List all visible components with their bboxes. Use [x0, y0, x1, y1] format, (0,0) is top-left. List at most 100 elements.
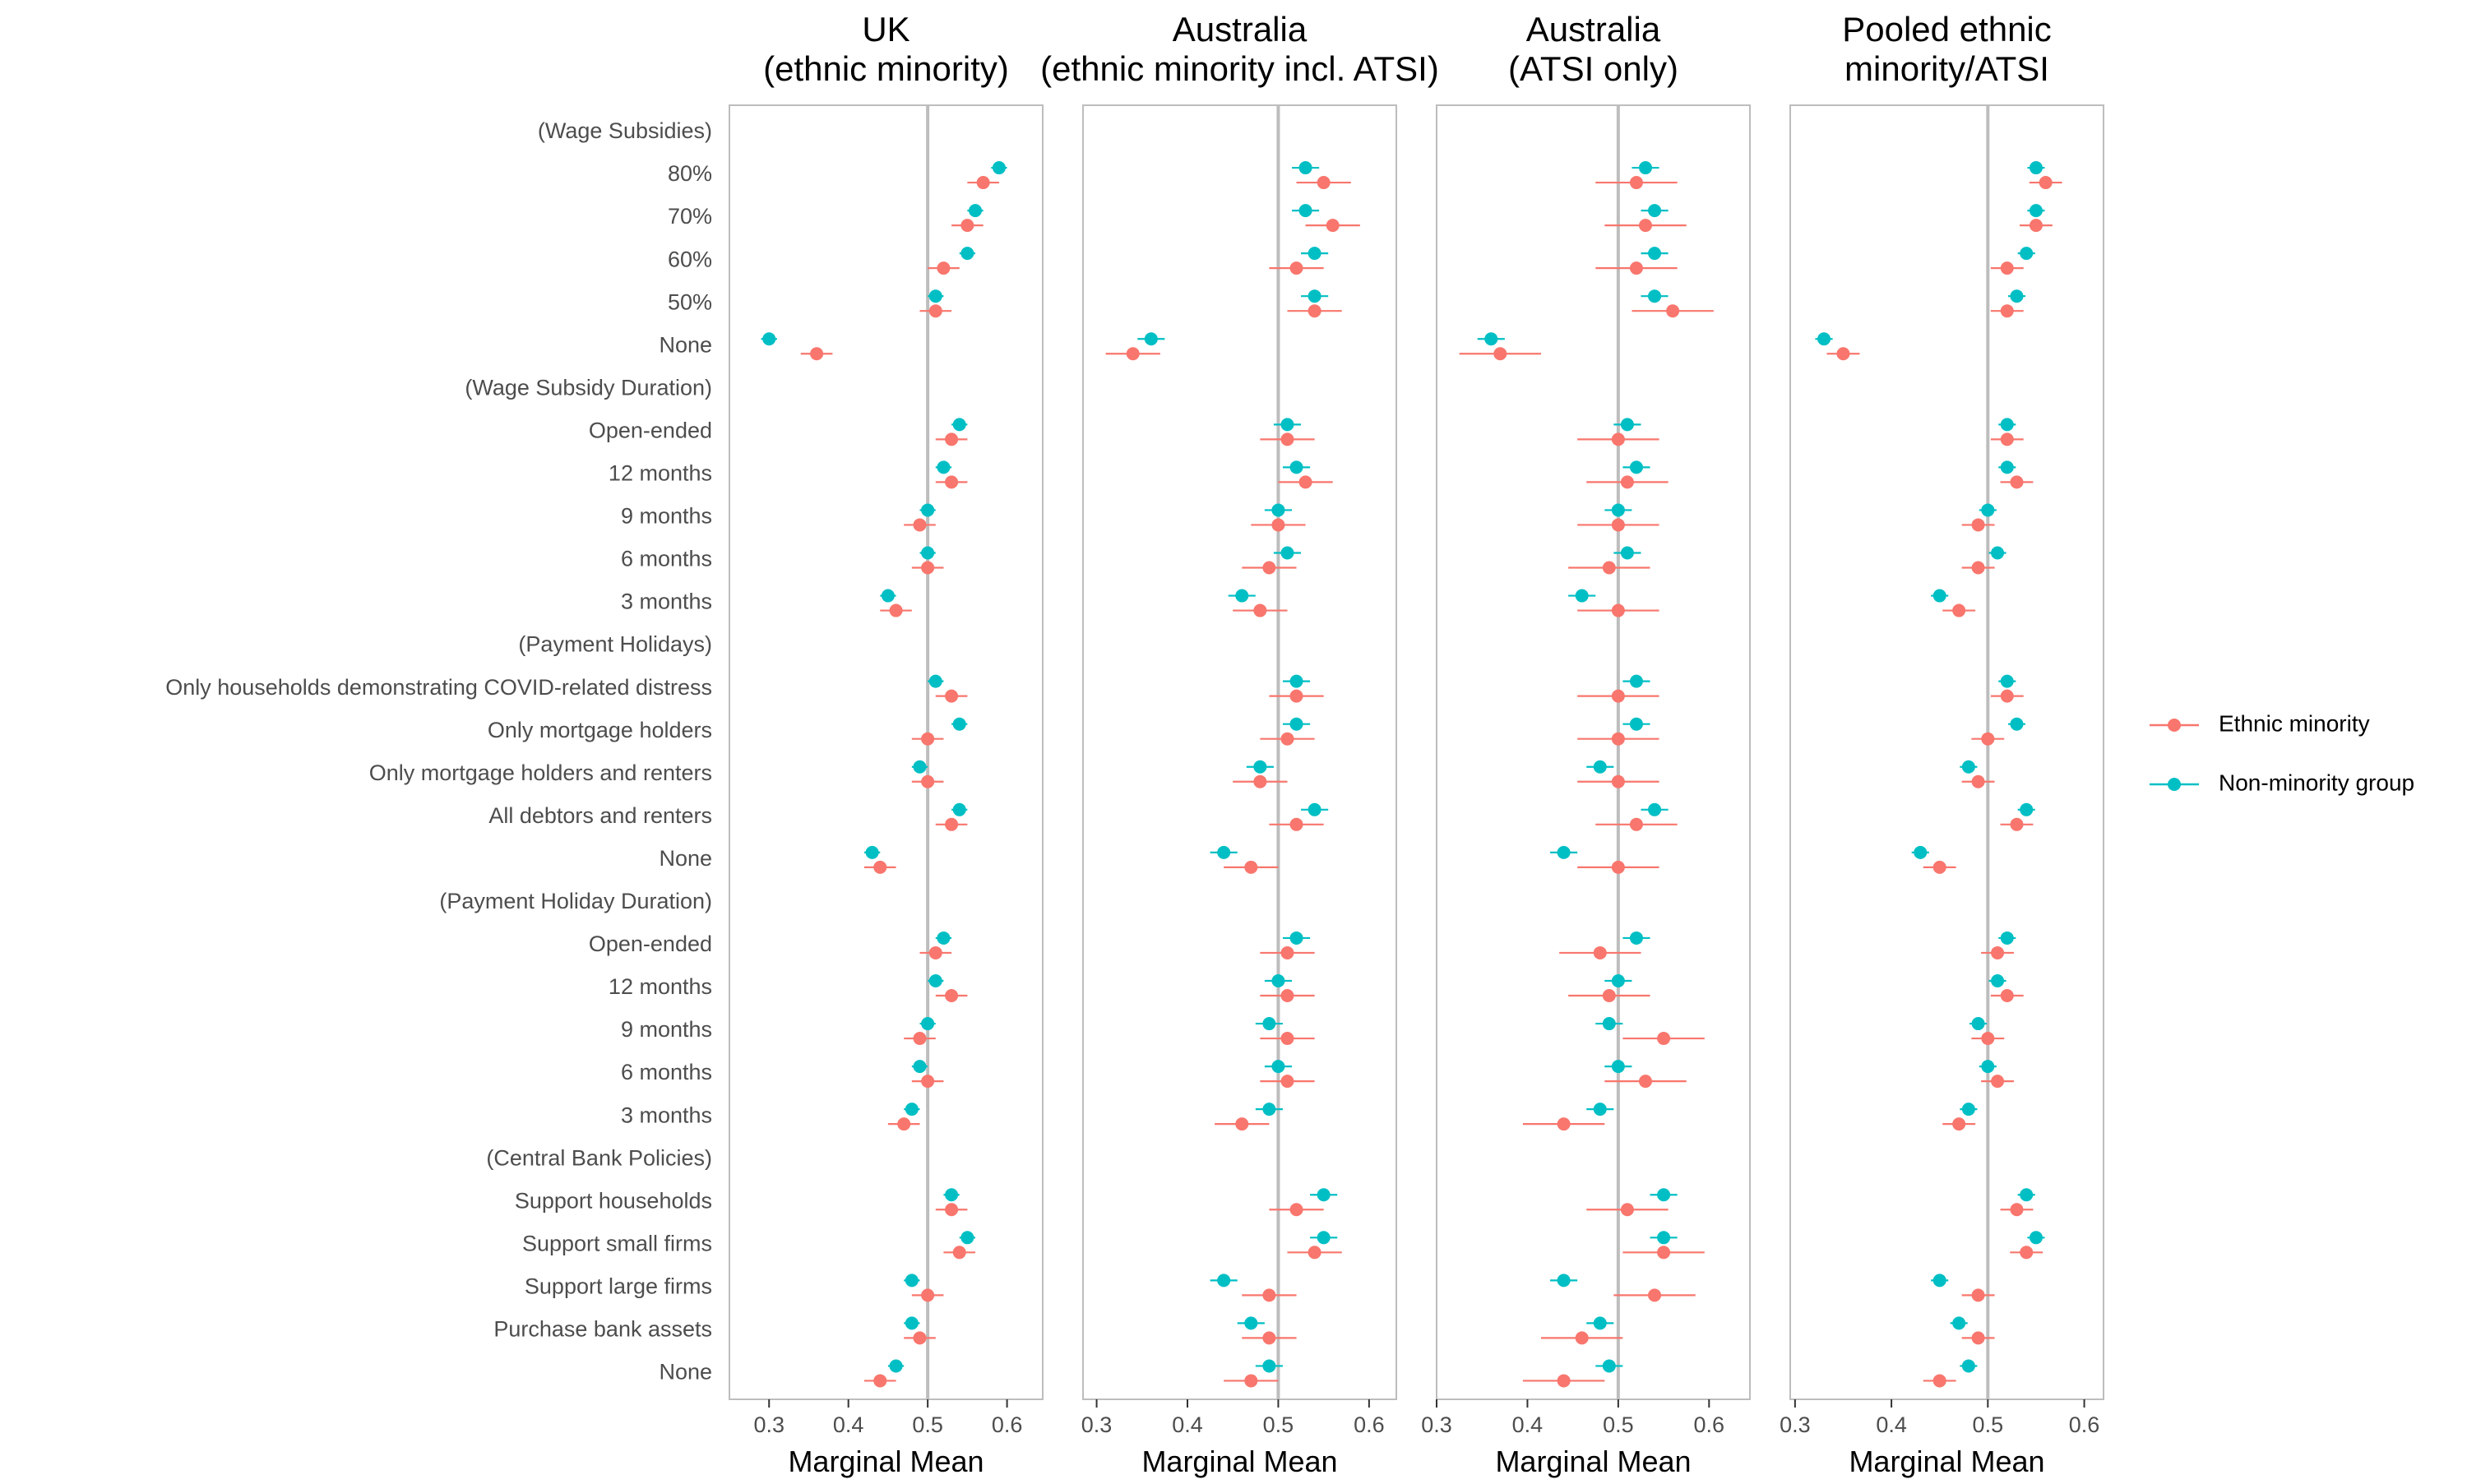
legend-label: Non-minority group [2219, 770, 2414, 795]
data-point [1289, 817, 1303, 831]
y-axis-label: 70% [668, 204, 712, 229]
data-point [1317, 1231, 1331, 1245]
data-point [2000, 689, 2014, 703]
data-point [1629, 176, 1643, 190]
data-point [960, 1231, 974, 1245]
data-point [2029, 204, 2043, 218]
panel-title-line: Australia [1526, 10, 1661, 49]
y-axis-labels: (Wage Subsidies) 80% 70% 60% 50% None (Wage Su… [165, 118, 712, 1384]
panel-frame [1789, 104, 2104, 1400]
data-point [1557, 1117, 1571, 1131]
data-point [1817, 332, 1831, 346]
data-point [2000, 674, 2014, 688]
panel-title-line: UK [862, 10, 910, 49]
data-point [1289, 931, 1303, 945]
data-point [1981, 1032, 1995, 1046]
data-point [2020, 1246, 2034, 1260]
data-point [921, 1017, 935, 1031]
data-point [1648, 802, 1662, 816]
panel-frame [1436, 104, 1751, 1400]
facet-panel: Australia (ethnic minority incl. ATSI) 0.3… [1040, 10, 1439, 1478]
data-point [921, 561, 935, 575]
data-point [1280, 546, 1294, 560]
data-point [921, 546, 935, 560]
data-point [1991, 546, 2005, 560]
data-point [1648, 204, 1662, 218]
data-point [1991, 945, 2005, 959]
data-point [1991, 974, 2005, 987]
data-point [921, 732, 935, 746]
data-point [1253, 603, 1267, 617]
panel-title: Australia (ATSI only) [1508, 10, 1678, 88]
data-point [945, 1188, 959, 1202]
data-point [1971, 1017, 1985, 1031]
data-point [1629, 931, 1643, 945]
data-point [1932, 589, 1946, 603]
data-point [1657, 1188, 1671, 1202]
y-axis-label: 3 months [621, 1103, 712, 1127]
data-point [1593, 1103, 1607, 1116]
x-axis-title: Marginal Mean [788, 1445, 984, 1478]
data-point [1952, 603, 1966, 617]
data-point [1961, 1103, 1975, 1116]
y-axis-label: Only mortgage holders and renters [369, 760, 712, 785]
data-point [2010, 817, 2024, 831]
data-point [1144, 332, 1158, 346]
y-axis-label: 60% [668, 247, 712, 271]
data-point [928, 945, 942, 959]
data-point [992, 161, 1006, 175]
data-point [2010, 1203, 2024, 1217]
data-point [1629, 460, 1643, 474]
data-point [928, 289, 942, 303]
data-point [969, 204, 983, 218]
y-axis-label: 12 months [609, 974, 712, 999]
data-point [1289, 261, 1303, 275]
data-point [1611, 432, 1625, 446]
data-point [1235, 1117, 1249, 1131]
data-point [1648, 289, 1662, 303]
data-point [1271, 518, 1285, 532]
data-point [1575, 589, 1589, 603]
x-tick-label: 0.5 [912, 1412, 943, 1437]
facet-panel: UK (ethnic minority) 0.3 0.4 0.5 0.6 Marginal … [729, 10, 1044, 1478]
x-tick-label: 0.4 [833, 1412, 864, 1437]
data-point [2039, 176, 2053, 190]
y-axis-label: Only households demonstrating COVID-rela… [165, 675, 712, 700]
data-point [921, 1075, 935, 1089]
data-point [1280, 432, 1294, 446]
y-axis-label: 6 months [621, 547, 712, 571]
data-point [1262, 1359, 1276, 1373]
x-tick-label: 0.4 [1512, 1412, 1544, 1437]
data-point [1620, 475, 1634, 489]
data-point [1280, 989, 1294, 1002]
data-point [1317, 1188, 1331, 1202]
y-axis-label: All debtors and renters [488, 803, 712, 828]
y-axis-label: (Wage Subsidy Duration) [465, 375, 712, 400]
data-point [1991, 1075, 2005, 1089]
data-point [1308, 289, 1321, 303]
data-point [889, 603, 903, 617]
data-point [1971, 561, 1985, 575]
data-point [1639, 1075, 1652, 1089]
data-point [913, 518, 927, 532]
data-point [937, 460, 951, 474]
data-point [1308, 802, 1321, 816]
x-tick-label: 0.6 [1354, 1412, 1385, 1437]
data-point [1666, 304, 1680, 318]
data-point [976, 176, 990, 190]
data-point [1235, 589, 1249, 603]
panel-title: UK (ethnic minority) [763, 10, 1009, 88]
panel-title-line: minority/ATSI [1844, 49, 2049, 88]
data-point [1271, 974, 1285, 987]
data-point [1298, 475, 1312, 489]
y-axis-label: Only mortgage holders [488, 718, 712, 742]
data-point [1836, 347, 1850, 361]
x-tick-label: 0.5 [1973, 1412, 2004, 1437]
y-axis-label: 6 months [621, 1060, 712, 1084]
legend: Ethnic minority Non-minority group [2150, 710, 2414, 795]
data-point [1971, 1331, 1985, 1345]
data-point [1611, 603, 1625, 617]
data-point [1593, 945, 1607, 959]
